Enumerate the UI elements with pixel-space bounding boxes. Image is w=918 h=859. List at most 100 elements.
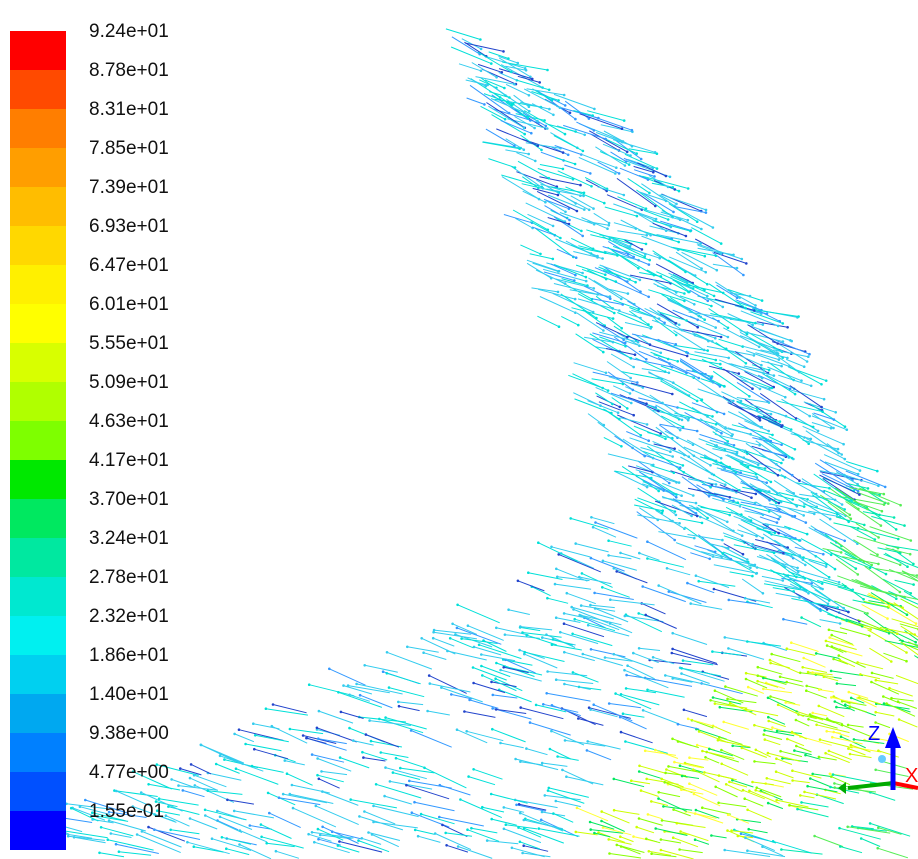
velocity-vector-head xyxy=(614,692,617,695)
velocity-vector-head xyxy=(846,825,849,829)
velocity-vector xyxy=(780,473,817,495)
velocity-vector xyxy=(710,699,739,708)
velocity-vector xyxy=(689,757,709,761)
velocity-vector-head xyxy=(645,837,648,841)
velocity-vector-head xyxy=(659,351,663,355)
velocity-vector xyxy=(697,247,734,256)
velocity-vector xyxy=(548,194,585,211)
velocity-vector xyxy=(251,765,284,773)
velocity-vector xyxy=(365,734,400,748)
velocity-vector-head xyxy=(680,774,684,778)
velocity-vector xyxy=(660,849,694,859)
velocity-vector xyxy=(595,386,632,404)
velocity-vector-head xyxy=(854,567,858,570)
velocity-vector xyxy=(710,425,732,437)
velocity-vector-head xyxy=(849,743,853,747)
velocity-vector xyxy=(705,756,720,764)
velocity-vector xyxy=(698,438,717,446)
velocity-vector xyxy=(647,558,685,568)
velocity-vector-head xyxy=(317,777,321,781)
velocity-vector-head xyxy=(657,797,660,800)
velocity-vector-head xyxy=(489,792,493,796)
velocity-vector-head xyxy=(253,734,257,737)
velocity-vector xyxy=(804,791,837,800)
velocity-vector xyxy=(226,848,250,856)
velocity-vector-head xyxy=(555,567,558,571)
velocity-vector xyxy=(616,177,656,207)
velocity-vector-head xyxy=(793,448,797,451)
velocity-vector-head xyxy=(672,808,675,811)
legend-swatch xyxy=(10,187,66,226)
velocity-vector xyxy=(364,664,398,673)
velocity-vector xyxy=(715,341,747,364)
velocity-vector-head xyxy=(530,131,533,135)
velocity-vector-head xyxy=(791,498,794,501)
velocity-vector-head xyxy=(591,114,594,117)
velocity-vector-head xyxy=(477,643,481,647)
velocity-vector-head xyxy=(406,645,409,649)
legend-swatch xyxy=(10,577,66,616)
velocity-vector xyxy=(883,696,901,704)
velocity-vector-head xyxy=(807,355,810,359)
legend-label: 1.40e+01 xyxy=(89,684,169,705)
velocity-vector xyxy=(658,791,681,798)
velocity-vector-head xyxy=(724,426,727,429)
velocity-vector-head xyxy=(646,540,649,543)
velocity-vector-head xyxy=(742,273,745,277)
velocity-vector xyxy=(713,445,738,453)
velocity-vector xyxy=(604,206,638,217)
velocity-vector xyxy=(783,618,808,625)
velocity-vector-head xyxy=(791,779,794,782)
velocity-vector xyxy=(611,248,650,266)
velocity-vector-head xyxy=(602,329,605,332)
velocity-vector xyxy=(523,110,566,135)
velocity-vector-head xyxy=(513,166,517,169)
velocity-vector-head xyxy=(849,696,853,700)
velocity-vector xyxy=(441,687,483,703)
velocity-vector xyxy=(407,646,439,653)
velocity-vector-head xyxy=(778,469,782,472)
velocity-vector-head xyxy=(912,583,915,586)
velocity-vector-head xyxy=(321,825,324,829)
velocity-vector xyxy=(482,141,520,150)
velocity-vector xyxy=(551,730,585,746)
velocity-vector xyxy=(515,799,558,809)
velocity-vector xyxy=(716,284,738,299)
velocity-vector xyxy=(848,748,866,756)
velocity-vector-head xyxy=(573,162,577,166)
velocity-vector xyxy=(589,821,615,830)
velocity-vector xyxy=(849,753,872,759)
velocity-vector-head xyxy=(507,57,510,60)
velocity-vector xyxy=(603,130,633,147)
velocity-vector-head xyxy=(557,270,560,273)
velocity-vector-head xyxy=(697,376,701,380)
velocity-vector xyxy=(839,827,881,840)
velocity-vector xyxy=(693,793,721,807)
velocity-vector-head xyxy=(552,113,555,117)
velocity-vector-head xyxy=(388,780,392,783)
velocity-vector-head xyxy=(842,606,845,610)
velocity-vector xyxy=(570,195,594,210)
velocity-vector-head xyxy=(581,149,585,153)
velocity-vector xyxy=(450,637,474,649)
velocity-vector xyxy=(625,340,661,354)
velocity-vector-head xyxy=(807,592,810,595)
velocity-vector-head xyxy=(775,463,778,466)
velocity-vector-head xyxy=(349,798,353,801)
velocity-vector-head xyxy=(522,148,526,151)
velocity-vector-head xyxy=(668,175,672,179)
velocity-vector-head xyxy=(601,257,604,260)
velocity-vector-head xyxy=(179,767,182,770)
velocity-vector-head xyxy=(455,728,459,731)
velocity-vector-head xyxy=(99,826,103,829)
velocity-vector-head xyxy=(467,775,470,778)
velocity-vector xyxy=(681,667,721,677)
velocity-vector xyxy=(709,439,746,452)
velocity-vector xyxy=(855,578,878,590)
velocity-vector-head xyxy=(626,407,629,410)
velocity-vector-head xyxy=(546,127,549,130)
velocity-vector-head xyxy=(723,467,726,470)
velocity-vector-head xyxy=(673,510,677,513)
velocity-vector-head xyxy=(859,673,862,676)
axis-triad[interactable]: Z X xyxy=(838,723,918,794)
